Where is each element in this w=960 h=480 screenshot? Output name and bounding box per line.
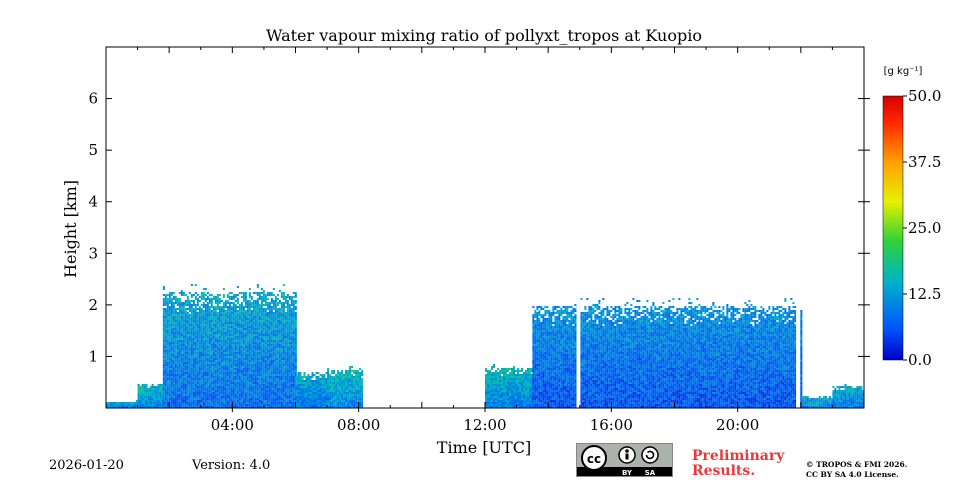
- colorbar-ticks: 0.0 12.5 25.0 37.5 50.0: [903, 87, 941, 369]
- colorbar: [882, 95, 904, 361]
- heatmap-region: [485, 364, 533, 408]
- heatmap-region: [137, 384, 164, 408]
- heatmap-layer: [106, 47, 864, 408]
- y-tick-label: 4: [88, 193, 98, 211]
- cc-license-badge: cc BY SA: [576, 443, 673, 477]
- data-gap: [796, 47, 801, 408]
- x-tick-label: 04:00: [211, 416, 254, 434]
- heatmap-region: [832, 384, 864, 408]
- heatmap-region: [532, 298, 803, 408]
- x-tick-label: 08:00: [337, 416, 380, 434]
- axis-ticks: 04:00 08:00 12:00 16:00 20:00 1 2 3 4 5 6: [88, 47, 870, 434]
- colorbar-tick-label: 37.5: [908, 153, 941, 171]
- colorbar-unit-label: [g kg⁻¹]: [884, 66, 923, 77]
- version-label: Version: 4.0: [192, 458, 271, 473]
- copyright-note: © TROPOS & FMI 2026. CC BY SA 4.0 Licens…: [806, 460, 908, 479]
- colorbar-tick-label: 0.0: [908, 351, 932, 369]
- y-tick-label: 6: [88, 90, 98, 108]
- x-axis-label: Time [UTC]: [437, 438, 531, 457]
- heatmap-region: [162, 284, 297, 408]
- y-tick-label: 1: [88, 347, 98, 365]
- y-axis-label: Height [km]: [61, 180, 80, 278]
- colorbar-tick-label: 25.0: [908, 219, 941, 237]
- cc-icon: [581, 445, 607, 471]
- x-tick-label: 12:00: [463, 416, 506, 434]
- y-tick-label: 5: [88, 141, 98, 159]
- x-tick-label: 16:00: [590, 416, 633, 434]
- heatmap-region: [327, 366, 364, 408]
- chart-title: Water vapour mixing ratio of pollyxt_tro…: [266, 26, 702, 45]
- y-tick-label: 3: [88, 244, 98, 262]
- colorbar-tick-label: 12.5: [908, 285, 941, 303]
- heatmap-region: [800, 396, 833, 408]
- data-gap: [576, 47, 581, 408]
- heatmap-region: [295, 372, 328, 408]
- y-tick-label: 2: [88, 296, 98, 314]
- colorbar-tick-label: 50.0: [908, 87, 941, 105]
- share-alike-icon: [641, 446, 659, 464]
- date-label: 2026-01-20: [49, 458, 124, 473]
- x-tick-label: 20:00: [716, 416, 759, 434]
- preliminary-results-note: Preliminary Results.: [692, 448, 785, 479]
